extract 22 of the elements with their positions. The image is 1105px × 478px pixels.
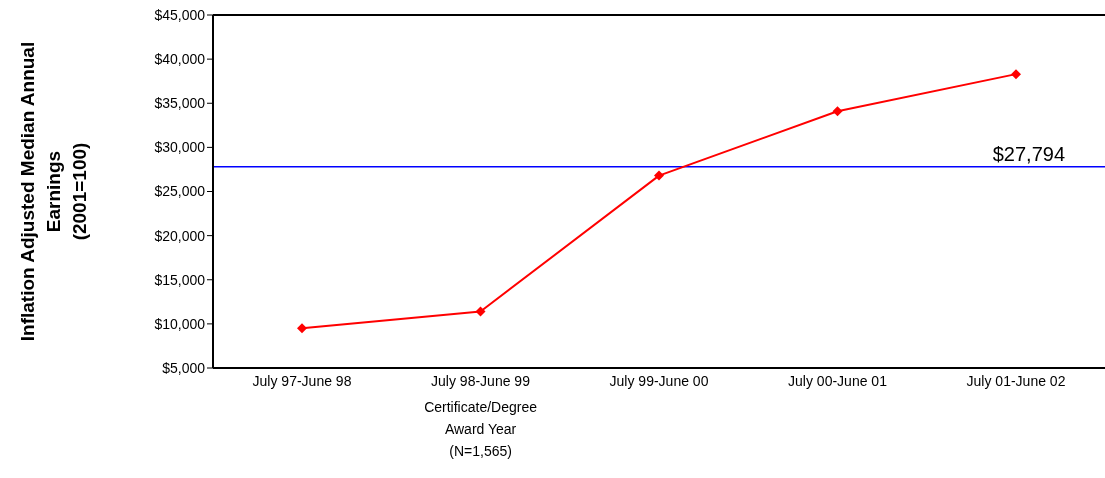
x-axis-title: Certificate/Degree Award Year (N=1,565) [424, 399, 538, 459]
point [654, 170, 664, 181]
point [1011, 69, 1021, 80]
point [475, 306, 486, 317]
x-tick-label: July 98-June 99 [431, 372, 531, 389]
y-tick-label: $20,000 [154, 227, 206, 244]
point [297, 323, 307, 334]
x-tick-label: July 01-June 02 [966, 372, 1066, 389]
ref-line-label: $27,794 [992, 142, 1065, 165]
x-tick-label: July 00-June 01 [788, 372, 888, 389]
y-tick-label: $5,000 [162, 359, 206, 376]
y-tick-label: $35,000 [154, 95, 206, 112]
x-tick-label: July 99-June 00 [609, 372, 709, 389]
point [832, 106, 843, 117]
y-tick-label: $15,000 [154, 271, 206, 288]
y-tick-label: $45,000 [154, 6, 206, 23]
y-tick-label: $40,000 [154, 51, 206, 68]
y-tick-label: $10,000 [154, 315, 206, 332]
x-tick-label: July 97-June 98 [252, 372, 352, 389]
y-tick-label: $30,000 [154, 139, 206, 156]
y-axis-title: Inflation Adjusted Median Annual Earnings (2001=100) [17, 41, 90, 342]
y-tick-label: $25,000 [154, 183, 206, 200]
